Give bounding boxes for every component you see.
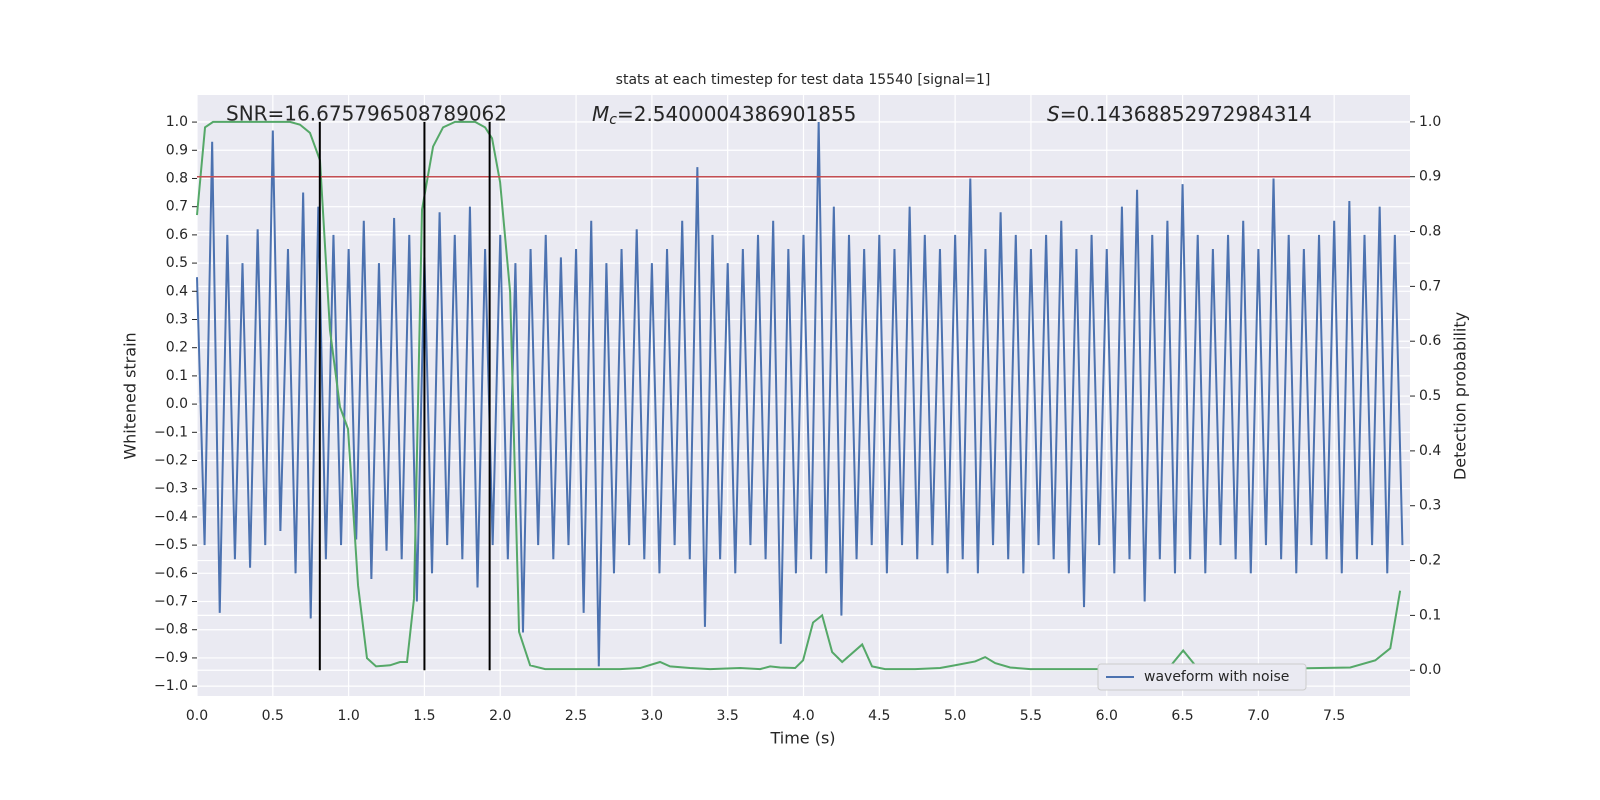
- s-symbol: S: [1047, 102, 1060, 126]
- x-tick-label: 0.5: [262, 708, 284, 724]
- y-tick-label: 0.6: [166, 227, 188, 243]
- y-tick-label: 0.8: [166, 170, 188, 186]
- mc-annotation: Mc=2.5400004386901855: [592, 102, 856, 129]
- y2-tick-label: 0.9: [1419, 169, 1441, 185]
- x-tick-label: 7.0: [1247, 708, 1269, 724]
- x-tick-label: 6.5: [1171, 708, 1193, 724]
- mc-symbol: M: [592, 102, 609, 126]
- mc-value: =2.5400004386901855: [617, 102, 856, 126]
- y2-tick-label: 0.1: [1419, 607, 1441, 623]
- x-tick-label: 1.5: [413, 708, 435, 724]
- s-value: =0.14368852972984314: [1060, 102, 1312, 126]
- snr-annotation: SNR=16.675796508789062: [226, 102, 507, 126]
- y-tick-label: −0.1: [154, 424, 188, 440]
- y2-tick-label: 0.4: [1419, 443, 1441, 459]
- y2-axis-label: Detection probability: [1451, 312, 1470, 480]
- marks: [196, 95, 1410, 696]
- x-tick-label: 2.5: [565, 708, 587, 724]
- y2-tick-label: 0.0: [1419, 662, 1441, 678]
- y-tick-label: −0.4: [154, 509, 188, 525]
- legend-box: [1097, 663, 1307, 691]
- x-tick-label: 4.0: [792, 708, 814, 724]
- x-tick-label: 6.0: [1096, 708, 1118, 724]
- x-tick-label: 2.0: [489, 708, 511, 724]
- y-tick-label: 0.9: [166, 142, 188, 158]
- x-tick-label: 1.0: [337, 708, 359, 724]
- y2-tick-label: 0.6: [1419, 333, 1441, 349]
- x-tick-label: 3.5: [717, 708, 739, 724]
- chart-title: stats at each timestep for test data 155…: [616, 72, 991, 88]
- y-tick-label: −0.9: [154, 650, 188, 666]
- y-tick-label: 0.3: [166, 311, 188, 327]
- x-tick-label: 4.5: [868, 708, 890, 724]
- y2-tick-label: 0.7: [1419, 278, 1441, 294]
- y-tick-label: −0.2: [154, 453, 188, 469]
- y-tick-label: −0.5: [154, 537, 188, 553]
- x-tick-label: 3.0: [641, 708, 663, 724]
- legend-label: waveform with noise: [1144, 669, 1289, 685]
- y2-tick-label: 0.3: [1419, 498, 1441, 514]
- s-annotation: S=0.14368852972984314: [1047, 102, 1312, 126]
- x-tick-label: 7.5: [1323, 708, 1345, 724]
- y-tick-label: 0.4: [166, 283, 188, 299]
- y-tick-label: 0.2: [166, 340, 188, 356]
- y-axis-label: Whitened strain: [121, 332, 140, 459]
- mc-subscript: c: [609, 112, 617, 128]
- y-tick-label: −0.8: [154, 622, 188, 638]
- y-tick-label: −0.3: [154, 481, 188, 497]
- y-tick-label: −1.0: [154, 678, 188, 694]
- x-tick-label: 5.5: [1020, 708, 1042, 724]
- y-tick-label: −0.6: [154, 565, 188, 581]
- y2-tick-label: 0.8: [1419, 224, 1441, 240]
- x-axis-label: Time (s): [769, 729, 835, 748]
- y-tick-label: −0.7: [154, 594, 188, 610]
- y-tick-label: 0.5: [166, 255, 188, 271]
- waveform-line: [196, 122, 1404, 667]
- y-tick-label: 1.0: [166, 114, 188, 130]
- y2-tick-label: 0.5: [1419, 388, 1441, 404]
- x-tick-label: 0.0: [186, 708, 208, 724]
- x-tick-label: 5.0: [944, 708, 966, 724]
- y2-tick-label: 1.0: [1419, 114, 1441, 130]
- y-tick-label: 0.0: [166, 396, 188, 412]
- y-tick-label: 0.7: [166, 199, 188, 215]
- y2-tick-label: 0.2: [1419, 553, 1441, 569]
- y-tick-label: 0.1: [166, 368, 188, 384]
